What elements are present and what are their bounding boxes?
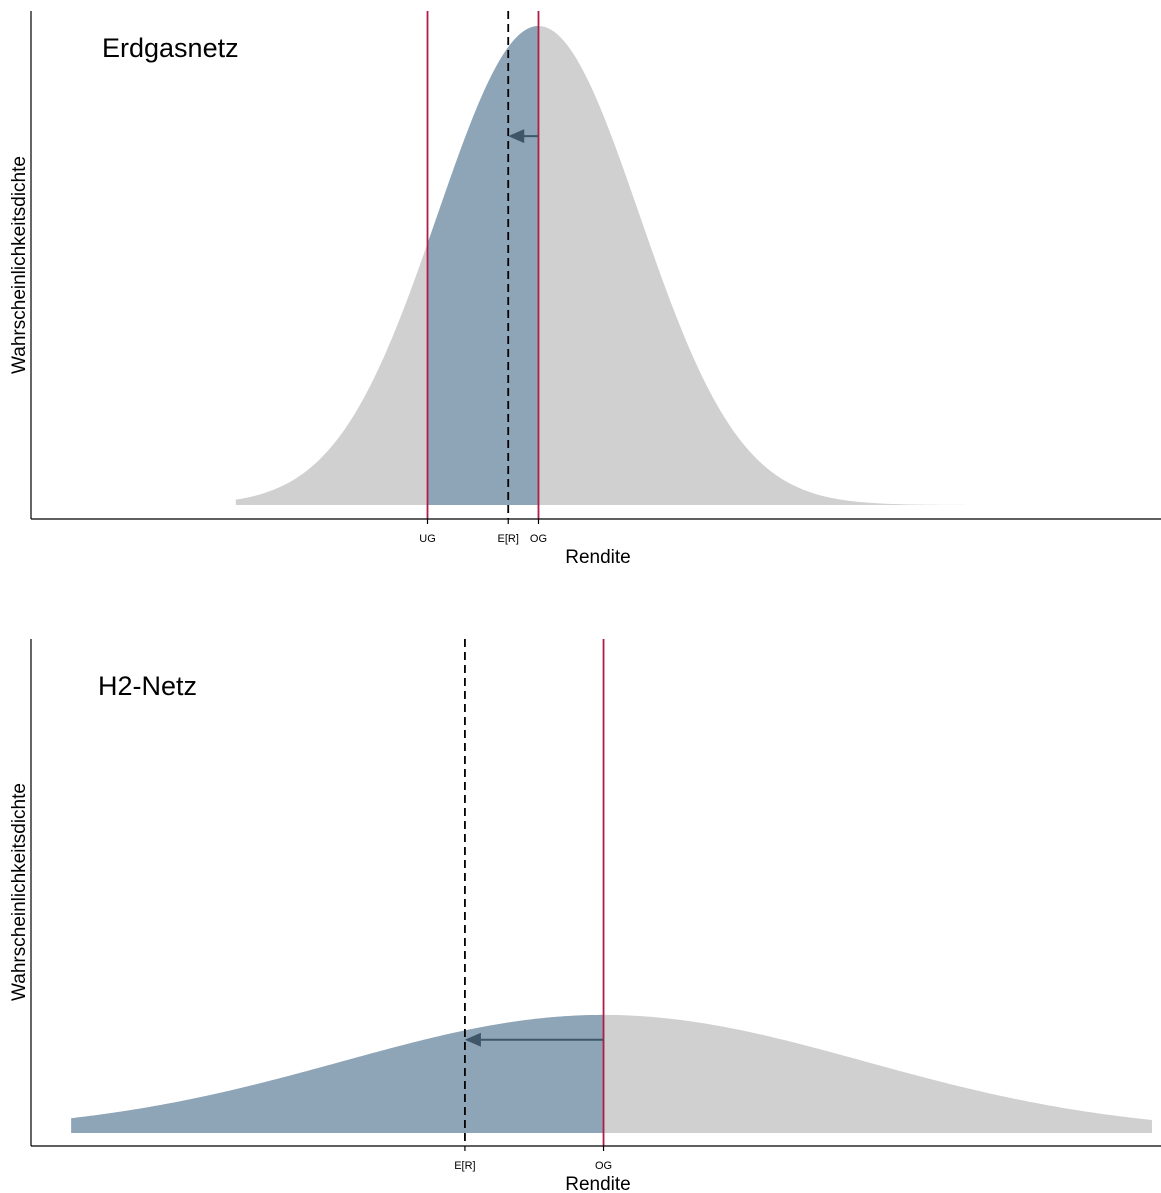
tick-label-og: OG xyxy=(530,533,547,545)
chart-erdgasnetz: Erdgasnetz Wahrscheinlichkeitsdichte Ren… xyxy=(9,11,1161,568)
x-axis-label: Rendite xyxy=(565,1174,631,1193)
marks-layer xyxy=(235,11,993,524)
chart-panel-erdgasnetz: Erdgasnetz Wahrscheinlichkeitsdichte Ren… xyxy=(0,0,1161,575)
marks-layer xyxy=(71,639,1152,1151)
y-axis-label: Wahrscheinlichkeitsdichte xyxy=(9,156,30,374)
chart-panel-h2-netz: H2-Netz Wahrscheinlichkeitsdichte Rendit… xyxy=(0,625,1161,1193)
tick-label-og: OG xyxy=(595,1160,612,1172)
tick-label-e-r: E[R] xyxy=(454,1160,475,1172)
shaded-density-area xyxy=(427,26,539,505)
shift-arrow-head xyxy=(464,1032,481,1047)
density-area xyxy=(235,26,993,505)
chart-title: H2-Netz xyxy=(98,671,197,701)
chart-h2-netz: H2-Netz Wahrscheinlichkeitsdichte Rendit… xyxy=(9,639,1161,1193)
tick-label-e-r: E[R] xyxy=(498,533,519,545)
y-axis-label: Wahrscheinlichkeitsdichte xyxy=(9,783,30,1001)
shift-arrow-head xyxy=(508,129,525,144)
tick-label-ug: UG xyxy=(419,533,436,545)
chart-title: Erdgasnetz xyxy=(102,33,239,63)
shaded-density-area xyxy=(71,1014,604,1133)
x-axis-label: Rendite xyxy=(565,547,631,568)
